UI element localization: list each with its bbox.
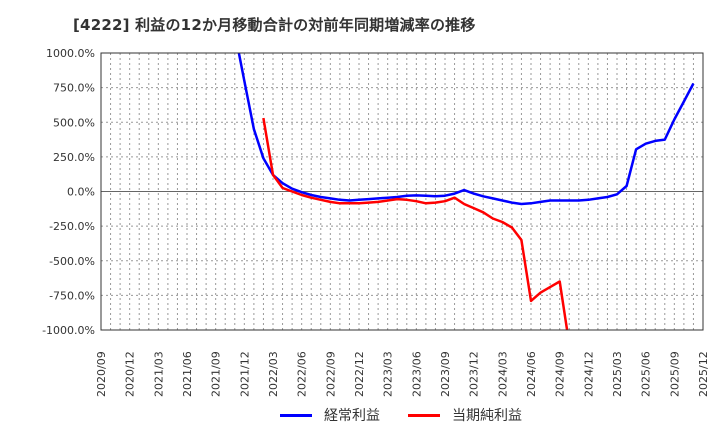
x-tick-label: 2022/09 [324, 351, 337, 397]
x-tick-label: 2024/09 [554, 351, 567, 397]
x-tick-label: 2021/12 [238, 351, 251, 397]
plot-frame [100, 52, 704, 331]
x-tick-label: 2023/12 [468, 351, 481, 397]
y-tick-label: -500.0% [49, 255, 95, 268]
x-tick-label: 2022/03 [267, 351, 280, 397]
x-tick-label: 2024/06 [525, 351, 538, 397]
y-tick-label: 250.0% [53, 151, 95, 164]
x-tick-label: 2024/12 [582, 351, 595, 397]
legend-label: 経常利益 [324, 408, 380, 424]
x-tick-label: 2021/03 [152, 351, 165, 397]
series-line [237, 53, 695, 206]
y-tick-label: 1000.0% [46, 47, 95, 60]
y-tick-label: 500.0% [53, 116, 95, 129]
legend: 経常利益 当期純利益 [0, 400, 720, 430]
x-tick-label: 2025/06 [640, 351, 653, 397]
legend-label: 当期純利益 [452, 408, 522, 424]
x-tick-label: 2025/03 [611, 351, 624, 397]
legend-swatch-red [408, 413, 440, 417]
chart-title: [4222] 利益の12か月移動合計の対前年同期増減率の推移 [73, 16, 476, 34]
x-tick-label: 2023/09 [439, 351, 452, 397]
legend-swatch-blue [280, 413, 312, 417]
x-tick-label: 2023/06 [410, 351, 423, 397]
x-tick-label: 2020/09 [95, 351, 108, 397]
x-tick-label: 2025/12 [697, 351, 710, 397]
grid-lines [101, 53, 703, 330]
y-axis-ticks: 1000.0% 750.0% 500.0% 250.0% 0.0% -250.0% -500… [42, 47, 95, 337]
x-axis-ticks: 2020/09 2020/12 2021/03 2021/06 2021/09 2021/… [95, 351, 710, 397]
x-tick-label: 2022/06 [296, 351, 309, 397]
data-series [237, 53, 695, 330]
x-tick-label: 2021/06 [181, 351, 194, 397]
y-tick-label: -1000.0% [42, 324, 95, 337]
x-tick-label: 2020/12 [124, 351, 137, 397]
y-tick-label: -750.0% [49, 289, 95, 302]
x-tick-label: 2025/09 [668, 351, 681, 397]
x-tick-label: 2024/03 [496, 351, 509, 397]
y-tick-label: -250.0% [49, 220, 95, 233]
x-tick-label: 2022/12 [353, 351, 366, 397]
x-tick-label: 2021/09 [210, 351, 223, 397]
y-tick-label: 0.0% [67, 186, 95, 199]
x-tick-label: 2023/03 [382, 351, 395, 397]
y-tick-label: 750.0% [53, 82, 95, 95]
series-line [262, 117, 569, 330]
legend-item-ordinary-profit: 経常利益 [280, 400, 380, 430]
legend-item-net-income: 当期純利益 [408, 400, 522, 430]
